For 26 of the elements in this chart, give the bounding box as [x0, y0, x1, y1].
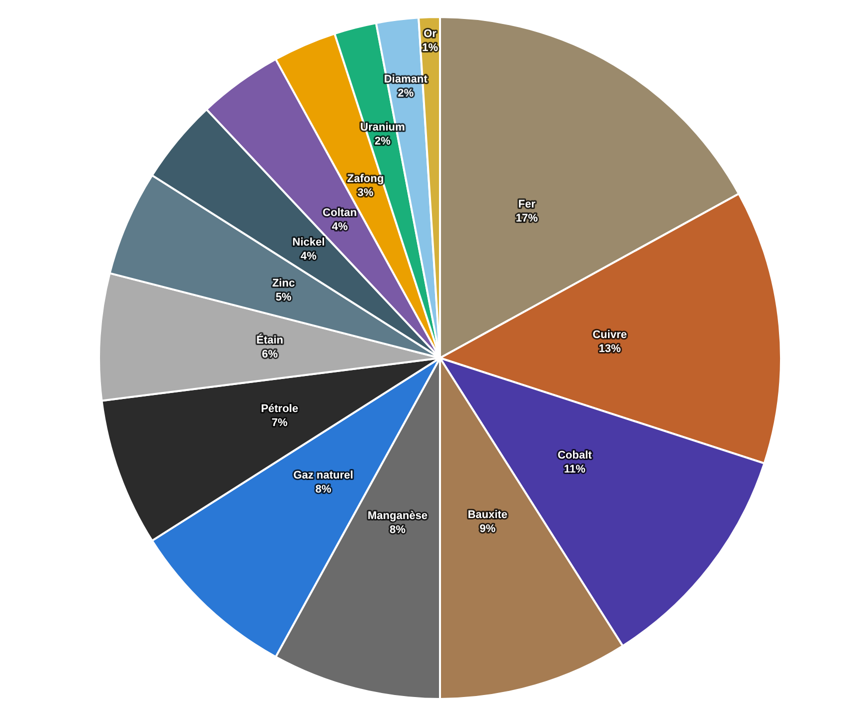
data-label: 4%: [300, 250, 317, 262]
data-label: 7%: [272, 416, 288, 429]
data-label: 6%: [262, 348, 278, 360]
slice-label: Zinc: [272, 277, 295, 290]
data-label: 8%: [315, 483, 332, 496]
data-label: 4%: [332, 221, 348, 234]
data-label: 9%: [480, 522, 496, 535]
slice-label: Nickel: [292, 236, 325, 248]
slice-label: Pétrole: [260, 402, 298, 415]
data-label: 17%: [516, 212, 538, 224]
slice-label: Cuivre: [592, 328, 627, 341]
slice-label: Manganèse: [368, 510, 428, 522]
slice-label: Cobalt: [558, 450, 592, 462]
data-label: 3%: [358, 186, 374, 199]
data-label: 1%: [422, 42, 438, 54]
slice-label: Coltan: [322, 207, 358, 220]
slice-label: Gaz naturel: [293, 469, 354, 482]
data-label: 2%: [374, 136, 391, 148]
data-label: 5%: [276, 291, 292, 304]
data-label: 11%: [564, 464, 586, 476]
slice-label: Fer: [518, 198, 536, 210]
slice-label: Or: [424, 28, 438, 40]
data-label: 2%: [398, 87, 414, 100]
data-label: 8%: [390, 524, 406, 536]
slice-label: Bauxite: [468, 508, 508, 521]
data-label: 13%: [598, 342, 621, 355]
